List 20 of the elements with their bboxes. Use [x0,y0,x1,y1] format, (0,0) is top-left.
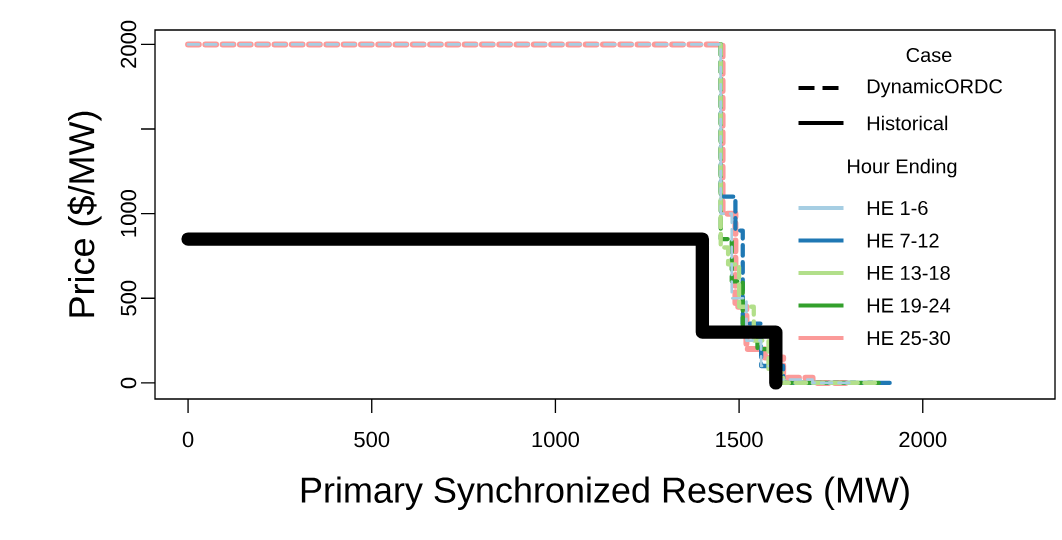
annotation: Case [906,47,952,63]
x-axis-title: Primary Synchronized Reserves (MW) [301,476,909,510]
y-tick-label: 0 [120,377,137,389]
legend-label: HE 7-12 [867,233,939,248]
x-tick-label: 2000 [899,431,947,448]
legend-label: HE 25-30 [867,330,950,346]
y-tick-label: 500 [120,280,137,316]
y-axis-title: Price ($/MW) [67,111,102,317]
legend-label: HE 13-18 [867,265,950,281]
x-tick-label: 1500 [716,431,763,448]
annotation: DynamicORDC [867,78,1003,98]
legend-label: Historical [867,115,948,131]
legend-label: HE 19-24 [867,298,951,313]
legend-label: HE 1-6 [867,200,928,216]
x-tick-label: 1000 [532,431,580,448]
annotation: Hour Ending [848,158,957,178]
y-tick-label: 2000 [120,20,137,68]
y-tick-label: 1000 [120,190,137,237]
x-tick-label: 0 [182,431,194,448]
x-tick-label: 500 [354,431,390,448]
